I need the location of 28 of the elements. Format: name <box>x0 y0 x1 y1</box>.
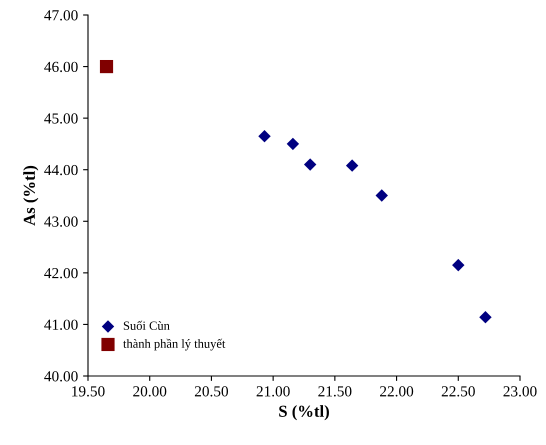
point <box>479 310 492 324</box>
y-tick-label: 41.00 <box>44 320 78 330</box>
legend-label: thành phần lý thuyết <box>123 338 226 350</box>
x-tick-label: 23.00 <box>503 386 537 397</box>
x-tick-label: 19.50 <box>72 386 105 397</box>
y-tick-label: 47.00 <box>44 10 78 21</box>
point <box>258 130 271 142</box>
x-tick-label: 20.00 <box>133 386 166 397</box>
x-tick-label: 22.50 <box>442 386 475 397</box>
x-axis-title: S (%tl) <box>279 405 329 420</box>
point <box>346 159 358 172</box>
x-tick-label: 21.00 <box>256 386 290 397</box>
y-tick-label: 46.00 <box>44 62 78 72</box>
y-tick-label: 43.00 <box>44 216 78 227</box>
y-tick-label: 42.00 <box>44 268 78 278</box>
x-tick-label: 20.50 <box>194 386 228 397</box>
point <box>376 189 388 202</box>
point <box>100 60 114 74</box>
y-tick-label: 44.00 <box>44 164 78 176</box>
legend-label: Suối Cùn <box>124 320 170 330</box>
y-tick-label: 40.00 <box>44 371 78 382</box>
point <box>304 158 316 171</box>
x-tick-label: 22.00 <box>380 386 414 397</box>
point <box>286 138 300 150</box>
x-tick-label: 21.50 <box>318 386 352 397</box>
y-axis-title: As (%tl) <box>23 166 38 226</box>
y-tick-label: 45.00 <box>44 113 78 124</box>
point <box>452 258 464 272</box>
